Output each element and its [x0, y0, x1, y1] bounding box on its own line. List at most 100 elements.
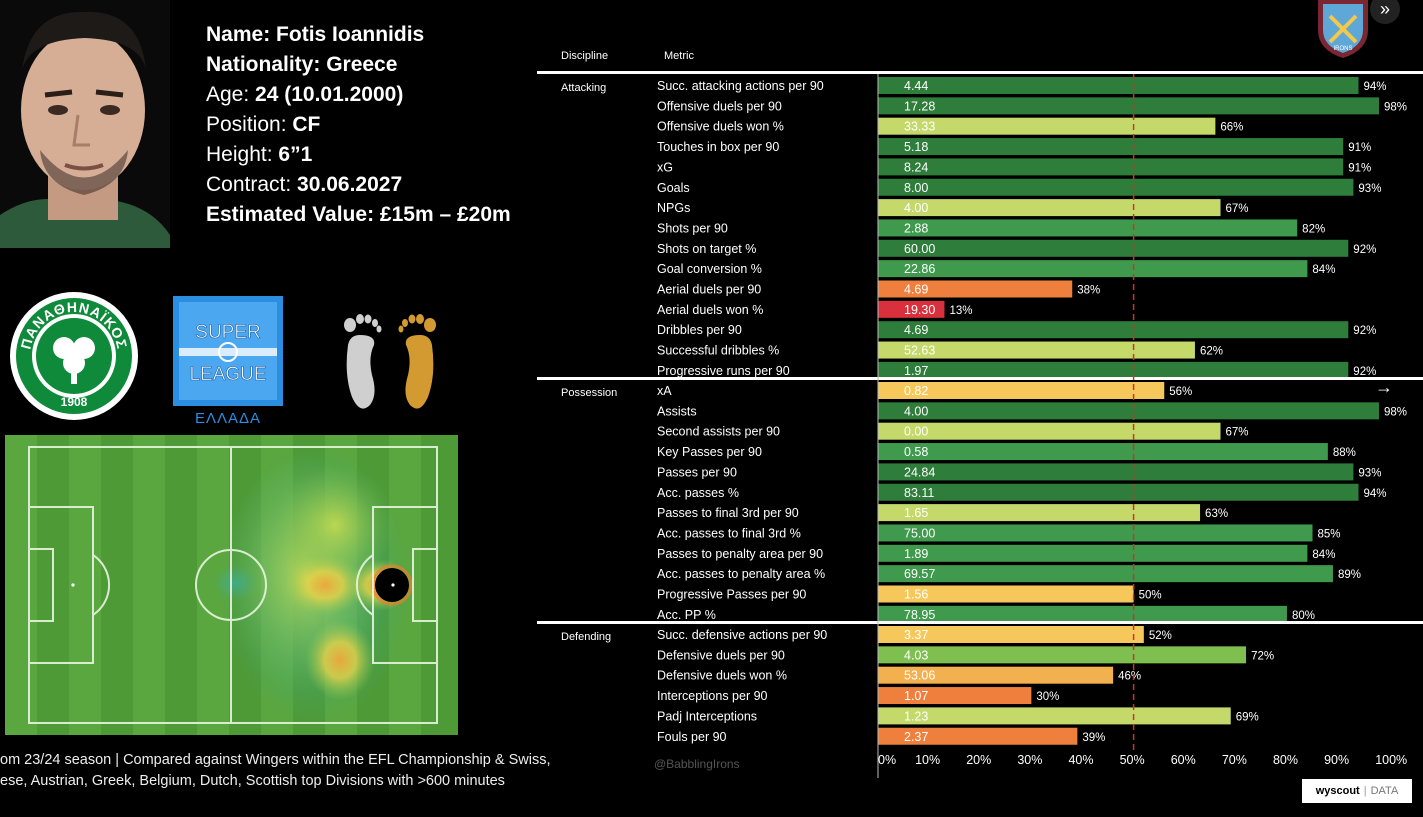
player-value-line: Estimated Value: £15m – £20m [206, 203, 511, 226]
x-tick-label: 10% [915, 753, 940, 767]
bar-value-label: 4.69 [904, 283, 928, 297]
bar-value-label: 78.95 [904, 608, 935, 622]
bar-value-label: 83.11 [904, 486, 934, 500]
metric-label: Succ. defensive actions per 90 [657, 628, 827, 642]
bar-value-label: 33.33 [904, 120, 935, 134]
metric-label: Interceptions per 90 [657, 689, 768, 703]
bar-value-label: 3.37 [904, 628, 928, 642]
metric-label: Padj Interceptions [657, 709, 757, 723]
bar [878, 239, 1349, 257]
x-tick-label: 40% [1068, 753, 1093, 767]
bar-percentile-label: 82% [1302, 223, 1325, 235]
x-tick-label: 100% [1375, 753, 1407, 767]
metric-label: NPGs [657, 201, 690, 215]
x-tick-label: 80% [1273, 753, 1298, 767]
metric-label: Second assists per 90 [657, 425, 780, 439]
player-age-line: Age: 24 (10.01.2000) [206, 83, 404, 106]
wyscout-brand: wyscout | DATA [1302, 779, 1412, 803]
badge-text: IRONS [1333, 46, 1352, 52]
metric-label: Aerial duels per 90 [657, 283, 761, 297]
metric-label: xG [657, 160, 673, 174]
bar-value-label: 24.84 [904, 465, 935, 479]
player-height-line: Height: 6”1 [206, 143, 313, 166]
bar-value-label: 22.86 [904, 262, 935, 276]
bar-value-label: 52.63 [904, 344, 935, 358]
next-chevrons-icon[interactable]: » [1370, 0, 1400, 24]
bar-percentile-label: 93% [1358, 183, 1381, 195]
percentile-bar-chart: Discipline Metric Attacking Succ. attacki… [537, 50, 1423, 778]
bar-percentile-label: 67% [1226, 203, 1249, 215]
brand-data: DATA [1370, 785, 1399, 797]
bar-percentile-label: 56% [1169, 386, 1192, 398]
bar [878, 402, 1379, 420]
bar [878, 260, 1308, 278]
footnote-line2: ese, Austrian, Greek, Belgium, Dutch, Sc… [0, 773, 505, 789]
bar-percentile-label: 66% [1220, 122, 1243, 134]
player-position-line: Position: CF [206, 113, 321, 136]
bar [878, 585, 1134, 603]
metric-label: Shots per 90 [657, 221, 728, 235]
metric-label: Aerial duels won % [657, 303, 763, 317]
player-name-line: Name: Fotis Ioannidis [206, 23, 425, 46]
bar [878, 565, 1333, 583]
top-separator [537, 71, 1423, 74]
bar [878, 422, 1221, 440]
discipline-label: Attacking [561, 82, 606, 94]
bar-percentile-label: 39% [1082, 732, 1105, 744]
metric-label: Touches in box per 90 [657, 140, 779, 154]
metric-label: Acc. passes % [657, 486, 739, 500]
metric-label: Defensive duels per 90 [657, 648, 785, 662]
bar-value-label: 1.07 [904, 689, 928, 703]
club-year: 1908 [61, 395, 88, 409]
bar-percentile-label: 50% [1139, 590, 1162, 602]
bar [878, 687, 1032, 705]
bar [878, 382, 1165, 399]
metric-label: Goal conversion % [657, 262, 762, 276]
bar [878, 341, 1195, 359]
discipline-label: Possession [561, 387, 617, 399]
bar [878, 117, 1216, 135]
bar [878, 321, 1349, 339]
bar-percentile-label: 91% [1348, 142, 1371, 154]
bar [878, 199, 1221, 217]
footnote-line1: om 23/24 season | Compared against Winge… [0, 752, 551, 768]
x-tick-label: 0% [878, 753, 896, 767]
bar-value-label: 1.89 [904, 547, 928, 561]
bar-percentile-label: 84% [1312, 264, 1335, 276]
bar-value-label: 0.82 [904, 384, 928, 398]
bar-percentile-label: 72% [1251, 650, 1274, 662]
bar-percentile-label: 80% [1292, 610, 1315, 622]
next-arrow-icon[interactable]: → [1375, 377, 1393, 397]
player-photo [0, 0, 170, 248]
metric-label: xA [657, 384, 672, 398]
group-separator [537, 621, 1423, 624]
bar-value-label: 4.00 [904, 201, 928, 215]
bar-percentile-label: 89% [1338, 569, 1361, 581]
bar-value-label: 1.65 [904, 506, 928, 520]
header-metric: Metric [664, 50, 694, 62]
bar-percentile-label: 38% [1077, 285, 1100, 297]
bar [878, 97, 1379, 115]
bar-value-label: 2.88 [904, 221, 928, 235]
metric-label: Acc. passes to final 3rd % [657, 526, 801, 540]
bar [878, 219, 1298, 237]
metric-label: Offensive duels per 90 [657, 99, 782, 113]
bar [878, 361, 1349, 379]
header-discipline: Discipline [561, 50, 608, 62]
bar-percentile-label: 52% [1149, 630, 1172, 642]
x-tick-label: 20% [966, 753, 991, 767]
bar-value-label: 53.06 [904, 669, 935, 683]
bar-percentile-label: 30% [1036, 691, 1059, 703]
club-logo: ΠΑΝΑΘΗΝΑΪΚΟΣ 1908 [8, 290, 140, 422]
metric-label: Progressive Passes per 90 [657, 588, 806, 602]
bar-percentile-label: 92% [1353, 325, 1376, 337]
bar [878, 483, 1359, 501]
metric-label: Goals [657, 181, 690, 195]
bar [878, 463, 1354, 481]
metric-label: Key Passes per 90 [657, 445, 762, 459]
bar-percentile-label: 62% [1200, 346, 1223, 358]
metric-label: Progressive runs per 90 [657, 364, 790, 378]
player-contract-line: Contract: 30.06.2027 [206, 173, 403, 196]
bar-percentile-label: 69% [1236, 711, 1259, 723]
bar-value-label: 1.56 [904, 588, 928, 602]
